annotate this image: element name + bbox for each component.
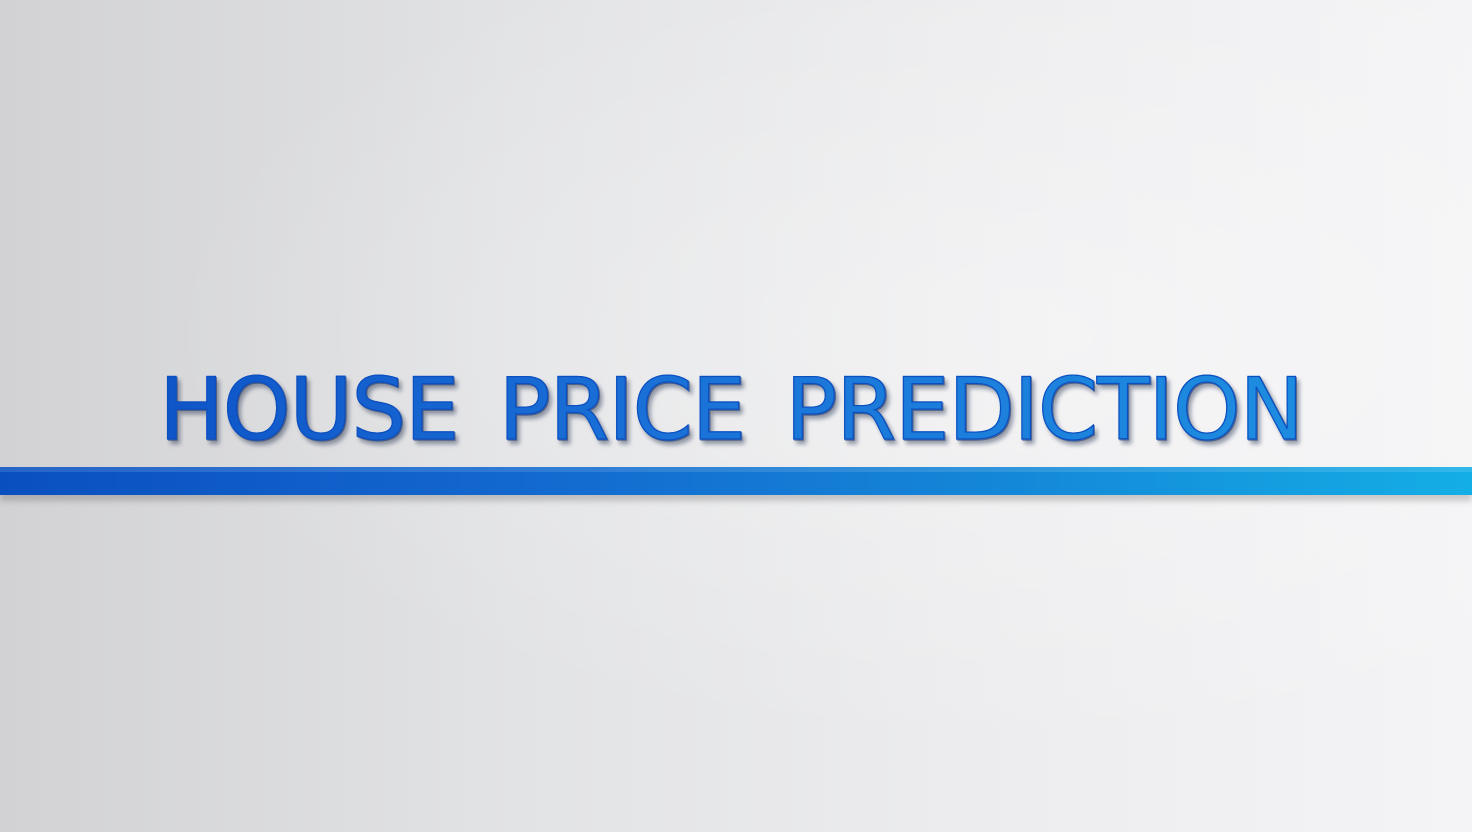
accent-underline-bar	[0, 467, 1472, 495]
page-title: HOUSE PRICE PREDICTION	[159, 360, 1305, 460]
title-banner: HOUSE PRICE PREDICTION	[0, 360, 1472, 460]
